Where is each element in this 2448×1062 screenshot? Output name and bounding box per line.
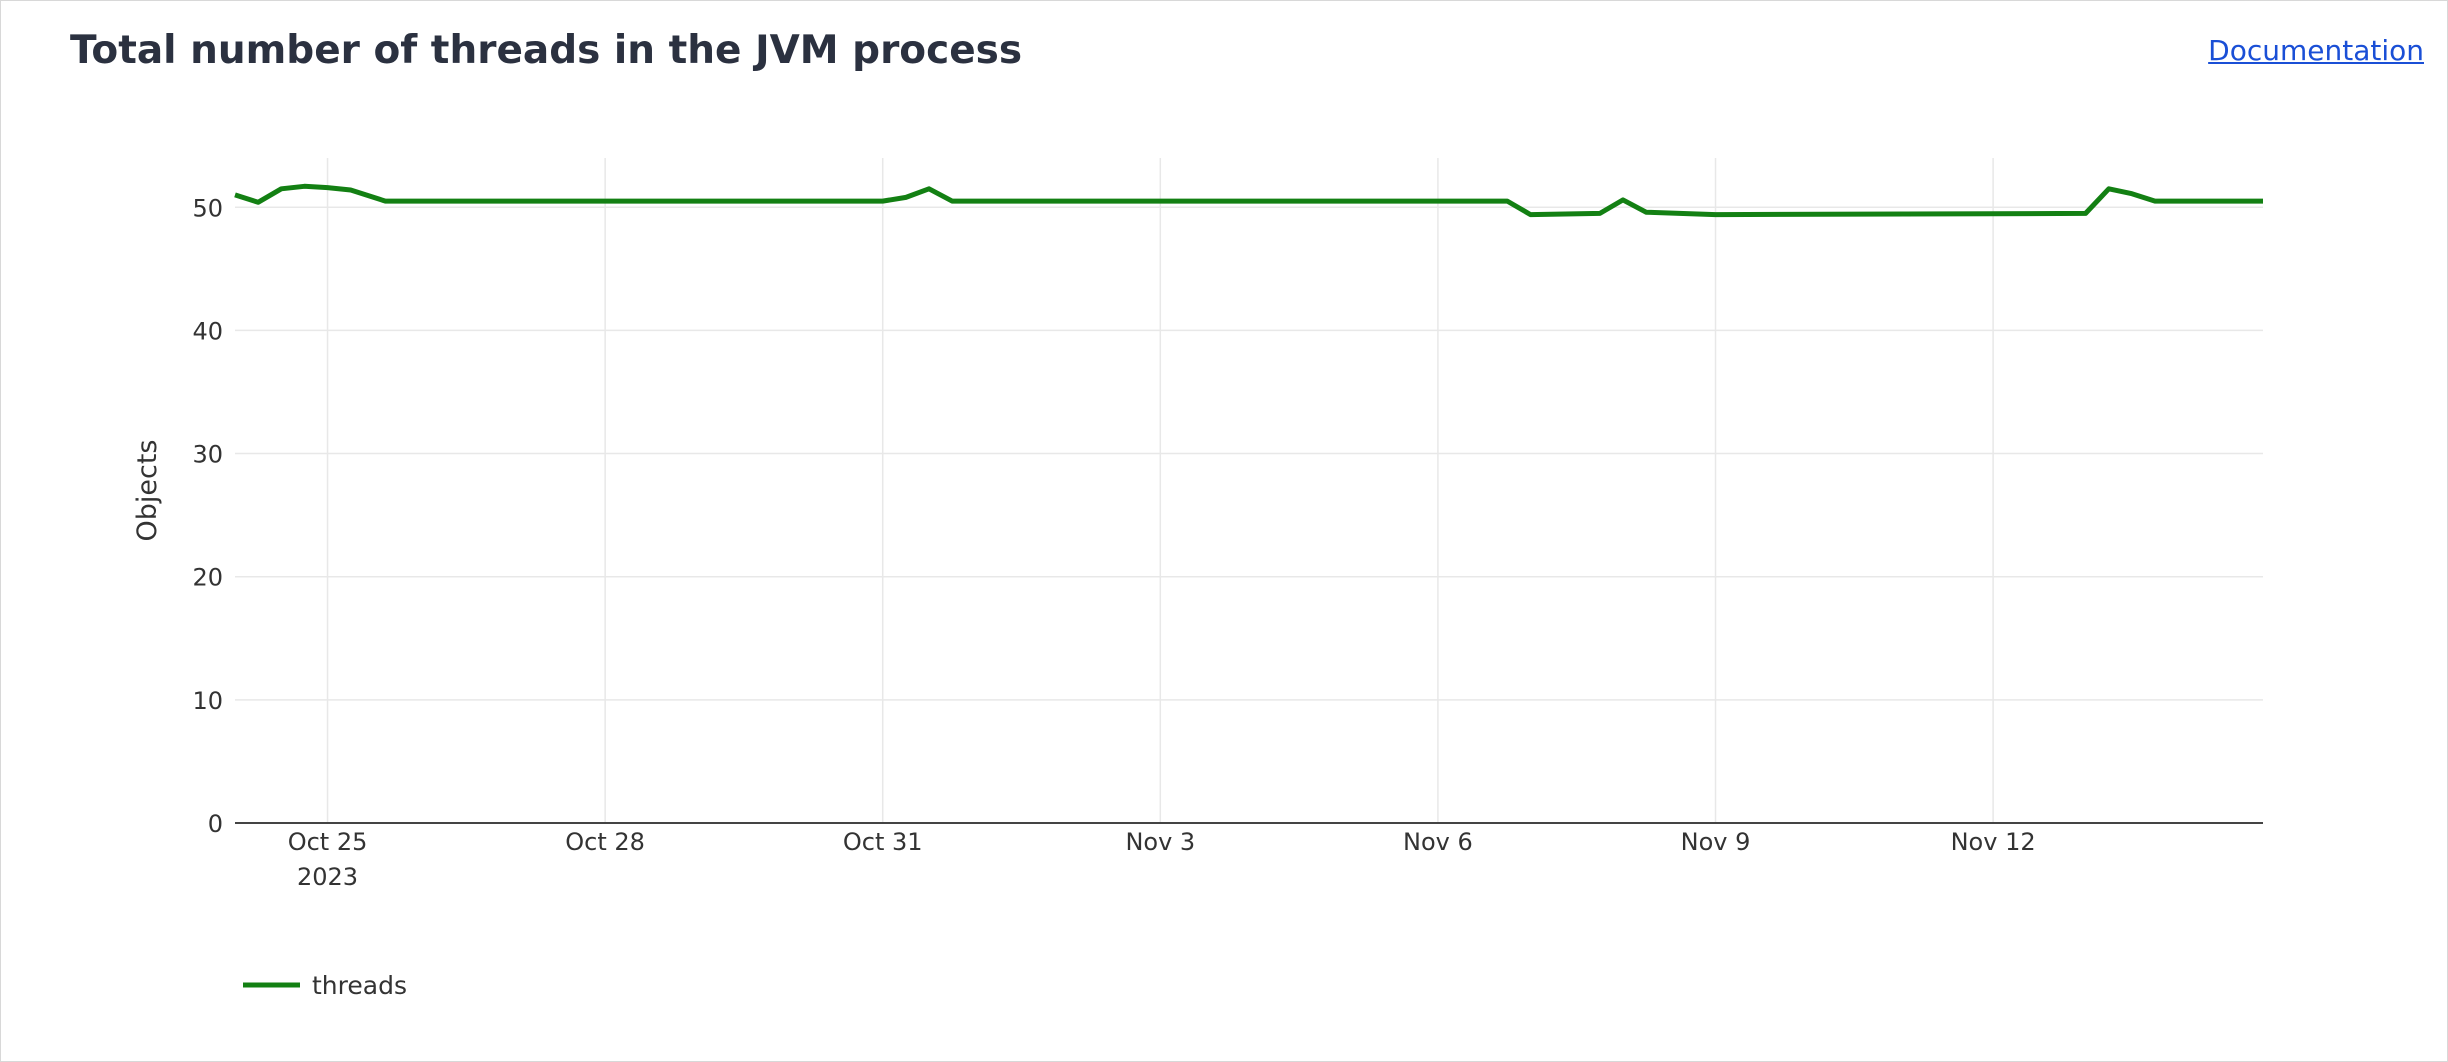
- y-tick-label: 10: [192, 687, 223, 715]
- legend-label[interactable]: threads: [312, 971, 407, 1000]
- y-tick-label: 20: [192, 564, 223, 592]
- y-axis-title: Objects: [132, 439, 163, 541]
- x-tick-label: Nov 12: [1951, 828, 2036, 856]
- x-tick-label: Nov 9: [1681, 828, 1751, 856]
- x-tick-sublabel: 2023: [297, 863, 358, 891]
- page-title: Total number of threads in the JVM proce…: [70, 28, 1023, 73]
- x-tick-label: Oct 31: [843, 828, 923, 856]
- grid-lines: [235, 158, 2263, 823]
- axes: 0 10 20 30 40 50 Oct 25 2023 Oct 28 Oct 31 Nov 3 No…: [132, 194, 2263, 891]
- series-layer: [234, 183, 2263, 218]
- x-tick-label: Oct 28: [565, 828, 645, 856]
- y-tick-label: 0: [208, 810, 223, 838]
- y-tick-label: 50: [192, 194, 223, 222]
- x-tick-label: Nov 3: [1125, 828, 1195, 856]
- documentation-link[interactable]: Documentation: [2208, 34, 2424, 67]
- x-tick-label: Nov 6: [1403, 828, 1473, 856]
- series-line-threads[interactable]: [234, 183, 2263, 218]
- legend[interactable]: threads: [243, 971, 407, 1000]
- x-tick-label: Oct 25: [288, 828, 368, 856]
- y-tick-label: 40: [192, 317, 223, 345]
- y-tick-label: 30: [192, 441, 223, 469]
